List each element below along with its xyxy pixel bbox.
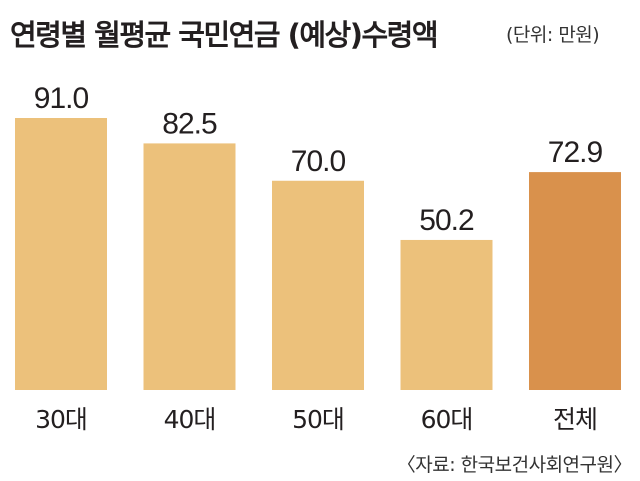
bars-group: [15, 118, 621, 390]
category-label: 30대: [35, 405, 87, 434]
bar-전체: [529, 172, 621, 390]
category-label: 60대: [421, 405, 473, 434]
category-label: 40대: [164, 405, 216, 434]
category-label: 전체: [553, 405, 597, 434]
bar-40대: [143, 143, 236, 390]
value-label: 70.0: [291, 145, 346, 178]
category-label: 50대: [292, 405, 344, 434]
chart-title: 연령별 월평균 국민연금 (예상)수령액: [10, 18, 439, 52]
bar-60대: [400, 239, 493, 390]
value-label: 50.2: [419, 204, 474, 237]
bar-50대: [272, 180, 364, 390]
category-labels-group: 30대 40대 50대 60대 전체: [35, 405, 598, 434]
unit-note: (단위: 만원): [506, 24, 600, 46]
bar-30대: [15, 118, 107, 390]
source-note: 〈자료: 한국보건사회연구원〉: [396, 454, 633, 476]
value-label: 91.0: [34, 82, 89, 115]
value-label: 72.9: [548, 136, 603, 169]
value-label: 82.5: [162, 107, 217, 140]
value-labels-group: 91.0 82.5 70.0 50.2 72.9: [34, 82, 604, 237]
